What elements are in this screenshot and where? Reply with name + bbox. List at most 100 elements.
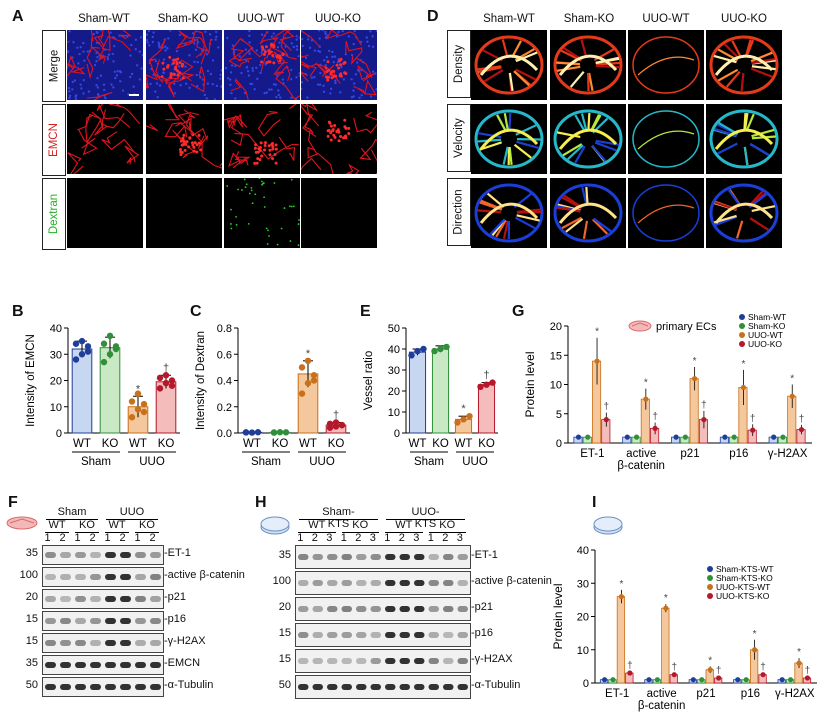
genotype-line bbox=[105, 532, 129, 533]
data-point bbox=[489, 379, 496, 386]
significance-mark: † bbox=[333, 410, 339, 422]
genotype-line bbox=[385, 532, 423, 533]
bar bbox=[652, 677, 662, 684]
data-point bbox=[298, 390, 306, 397]
band bbox=[327, 606, 338, 612]
flow-map-image bbox=[628, 30, 704, 100]
band bbox=[60, 684, 71, 690]
micrograph-image bbox=[146, 30, 222, 100]
bar bbox=[729, 434, 739, 444]
genotype-line bbox=[75, 532, 99, 533]
data-point bbox=[168, 377, 176, 384]
bar bbox=[669, 672, 678, 684]
data-point bbox=[796, 660, 802, 666]
x-tick-label: WT bbox=[409, 438, 427, 450]
data-point bbox=[627, 670, 633, 676]
significance-mark: † bbox=[627, 660, 633, 671]
data-point bbox=[654, 677, 660, 683]
bar bbox=[768, 434, 778, 444]
band bbox=[150, 684, 161, 690]
band bbox=[385, 554, 396, 560]
micrograph-image bbox=[301, 178, 377, 248]
data-point bbox=[156, 374, 164, 382]
bar bbox=[738, 369, 748, 444]
bar bbox=[698, 410, 708, 444]
bar bbox=[802, 675, 812, 684]
data-point bbox=[804, 675, 811, 681]
lane-number: 1 bbox=[104, 532, 111, 544]
col-title: Sham-KO bbox=[157, 13, 209, 25]
band bbox=[45, 640, 56, 646]
genotype-label: WT bbox=[395, 519, 413, 531]
data-point bbox=[72, 340, 80, 347]
culture-dish-icon bbox=[260, 516, 290, 535]
row-label-text: EMCN bbox=[48, 123, 60, 157]
significance-mark: † bbox=[799, 414, 805, 425]
band bbox=[341, 658, 352, 664]
y-axis-label: Protein level bbox=[523, 351, 537, 417]
band bbox=[457, 554, 468, 560]
significance-mark: † bbox=[716, 666, 722, 677]
band bbox=[341, 632, 352, 638]
significance-mark: * bbox=[797, 647, 801, 658]
blot-strip bbox=[42, 633, 164, 653]
micrograph-image bbox=[301, 30, 377, 100]
bar bbox=[758, 672, 767, 684]
mw-marker: 15 bbox=[278, 627, 291, 639]
chart-c: 0.0 0.2 0.4 0.6 0.8 Intensity of Dextran WT KO *… bbox=[195, 323, 350, 468]
flow-map-image bbox=[550, 30, 626, 100]
band bbox=[135, 596, 146, 602]
bar bbox=[616, 589, 626, 684]
data-point bbox=[575, 434, 582, 440]
lane-number: 2 bbox=[311, 532, 318, 544]
band bbox=[120, 640, 131, 646]
significance-mark: * bbox=[708, 655, 712, 666]
data-point bbox=[140, 400, 148, 408]
band bbox=[327, 658, 338, 664]
data-point bbox=[610, 677, 616, 683]
y-axis-label: Vessel ratio bbox=[363, 351, 375, 410]
band bbox=[120, 552, 131, 558]
col-title: Sham-WT bbox=[483, 13, 535, 25]
panel-a-label: A bbox=[12, 8, 24, 25]
band bbox=[135, 640, 146, 646]
group-line bbox=[46, 519, 98, 520]
band bbox=[105, 684, 116, 690]
row-label: Merge bbox=[42, 30, 66, 102]
data-point bbox=[771, 434, 777, 440]
data-point bbox=[168, 382, 176, 389]
genotype-label: KO bbox=[352, 519, 369, 531]
data-point bbox=[789, 393, 795, 399]
data-point bbox=[112, 343, 120, 350]
band-label: -α-Tubulin bbox=[471, 679, 521, 691]
genotype-line bbox=[428, 532, 466, 533]
x-tick-label: WT bbox=[455, 438, 473, 450]
bar bbox=[625, 670, 634, 684]
band bbox=[399, 554, 410, 560]
data-point bbox=[624, 434, 630, 440]
data-point bbox=[298, 364, 306, 371]
band bbox=[120, 574, 131, 580]
band bbox=[150, 596, 161, 602]
bar bbox=[671, 434, 681, 444]
data-point bbox=[690, 677, 696, 683]
band-label: -p16 bbox=[164, 613, 187, 625]
data-point bbox=[722, 434, 728, 440]
band bbox=[457, 658, 468, 664]
significance-mark: * bbox=[664, 593, 668, 604]
data-point bbox=[78, 351, 86, 358]
band bbox=[150, 618, 161, 624]
lane-number: 3 bbox=[369, 532, 376, 544]
data-point bbox=[106, 332, 114, 340]
band bbox=[105, 596, 116, 602]
band bbox=[105, 640, 116, 646]
significance-mark: † bbox=[483, 370, 489, 382]
row-label-text: Merge bbox=[48, 49, 61, 83]
x-tick-label: p16 bbox=[741, 688, 760, 700]
bar bbox=[631, 434, 641, 444]
band bbox=[385, 606, 396, 612]
band bbox=[45, 552, 56, 558]
y-tick-label: 30 bbox=[50, 349, 62, 361]
band bbox=[75, 552, 86, 558]
data-point bbox=[646, 677, 652, 683]
